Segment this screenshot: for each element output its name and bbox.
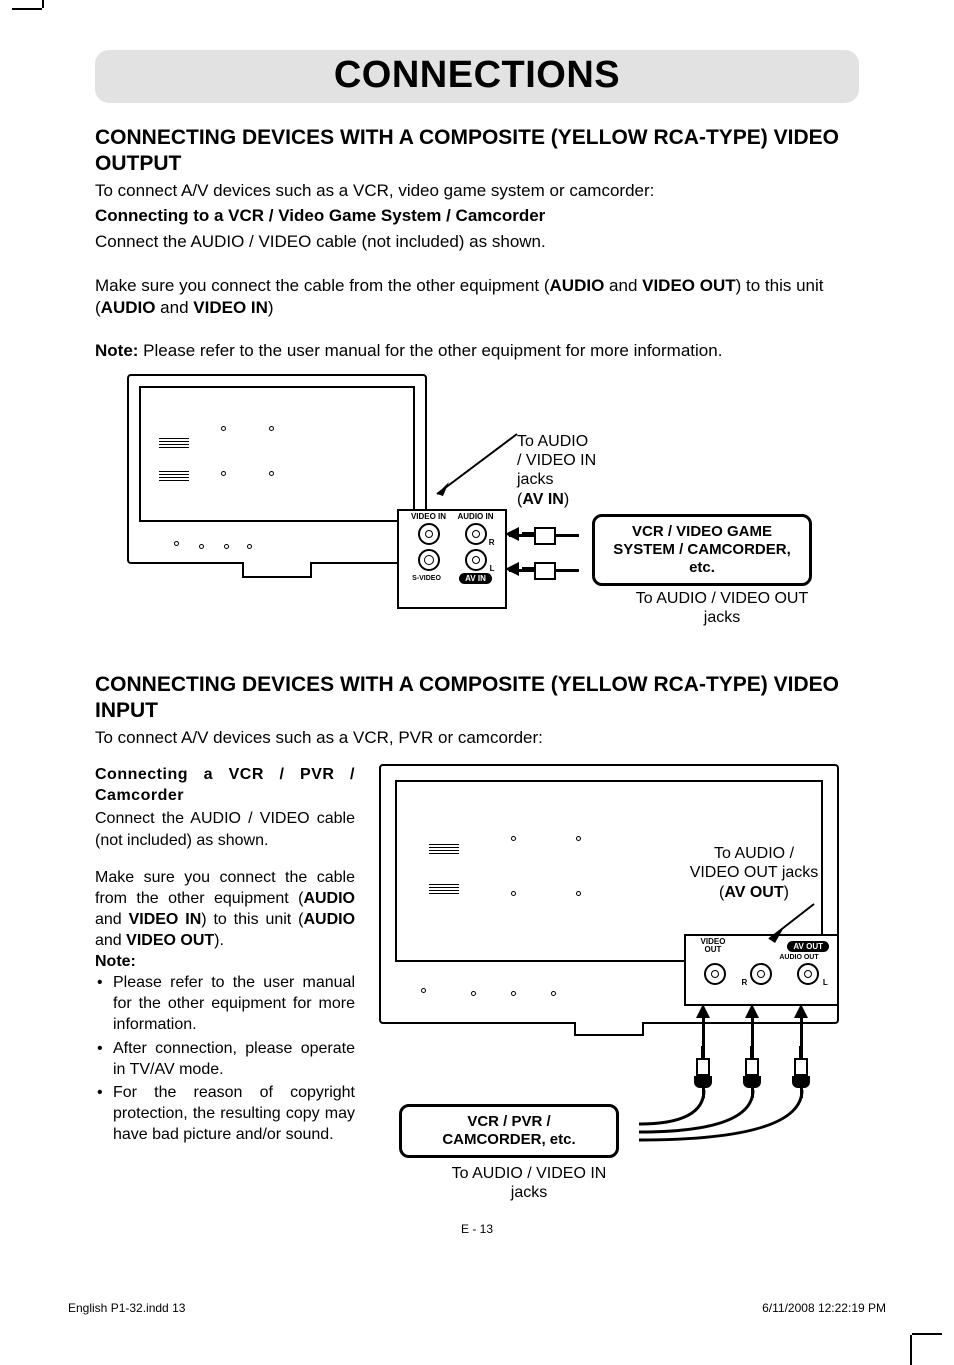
- audio-in-r-jack-icon: [465, 523, 487, 545]
- audio-in-l-jack-icon: [465, 549, 487, 571]
- audio-out-l-jack-icon: [797, 963, 819, 985]
- note-bullet: After connection, please operate in TV/A…: [95, 1038, 355, 1080]
- section1-sub: Connecting to a VCR / Video Game System …: [95, 205, 859, 227]
- diagram-av-out: VIDEO OUT AV OUT AUDIO OUT R L: [379, 764, 849, 1214]
- rca-plug-icon: [522, 527, 552, 541]
- diagram-av-in: VIDEO IN AUDIO IN R L S-VIDEO AV IN: [127, 374, 827, 644]
- page-title: CONNECTIONS: [95, 50, 859, 103]
- arrow-icon: [759, 899, 829, 949]
- note-bullet: Please refer to the user manual for the …: [95, 972, 355, 1035]
- label-to-av-out: To AUDIO / VIDEO OUT jacks: [622, 589, 822, 627]
- section1-note: Note: Please refer to the user manual fo…: [95, 340, 859, 362]
- jack-panel-avin: VIDEO IN AUDIO IN R L S-VIDEO AV IN: [397, 509, 507, 609]
- rca-plug-icon: [794, 1046, 808, 1086]
- section1-heading: CONNECTING DEVICES WITH A COMPOSITE (YEL…: [95, 125, 859, 178]
- device-box-vcr: VCR / VIDEO GAME SYSTEM / CAMCORDER, etc…: [592, 514, 812, 586]
- section1-intro: To connect A/V devices such as a VCR, vi…: [95, 180, 859, 202]
- print-footer: English P1-32.indd 13 6/11/2008 12:22:19…: [68, 1301, 886, 1315]
- arrow-icon: [417, 414, 527, 514]
- note-bullet: For the reason of copyright protection, …: [95, 1082, 355, 1145]
- tv-back-icon: [127, 374, 427, 564]
- section1-p2: Make sure you connect the cable from the…: [95, 275, 859, 319]
- device-box-vcr-pvr: VCR / PVR / CAMCORDER, etc.: [399, 1104, 619, 1158]
- cable-icon: [609, 1084, 829, 1144]
- section2-text: Connecting a VCR / PVR / Camcorder Conne…: [95, 764, 355, 1147]
- rca-plug-icon: [522, 562, 552, 576]
- label-to-av-in: To AUDIO / VIDEO IN jacks ((AV IN)AV IN): [517, 432, 596, 509]
- rca-plug-icon: [696, 1046, 710, 1086]
- footer-timestamp: 6/11/2008 12:22:19 PM: [762, 1301, 886, 1315]
- label-to-av-in-jacks: To AUDIO / VIDEO IN jacks: [429, 1164, 629, 1202]
- svideo-jack-icon: [418, 549, 440, 571]
- page-number: E - 13: [95, 1222, 859, 1236]
- page-content: CONNECTIONS CONNECTING DEVICES WITH A CO…: [95, 50, 859, 1236]
- rca-plug-icon: [745, 1046, 759, 1086]
- footer-file: English P1-32.indd 13: [68, 1301, 185, 1315]
- section1-p1: Connect the AUDIO / VIDEO cable (not inc…: [95, 231, 859, 253]
- video-out-jack-icon: [704, 963, 726, 985]
- section2-intro: To connect A/V devices such as a VCR, PV…: [95, 727, 859, 749]
- label-to-av-out-jacks: To AUDIO / VIDEO OUT jacks (AV OUT): [669, 844, 839, 902]
- audio-out-r-jack-icon: [750, 963, 772, 985]
- video-in-jack-icon: [418, 523, 440, 545]
- section2-heading: CONNECTING DEVICES WITH A COMPOSITE (YEL…: [95, 672, 859, 725]
